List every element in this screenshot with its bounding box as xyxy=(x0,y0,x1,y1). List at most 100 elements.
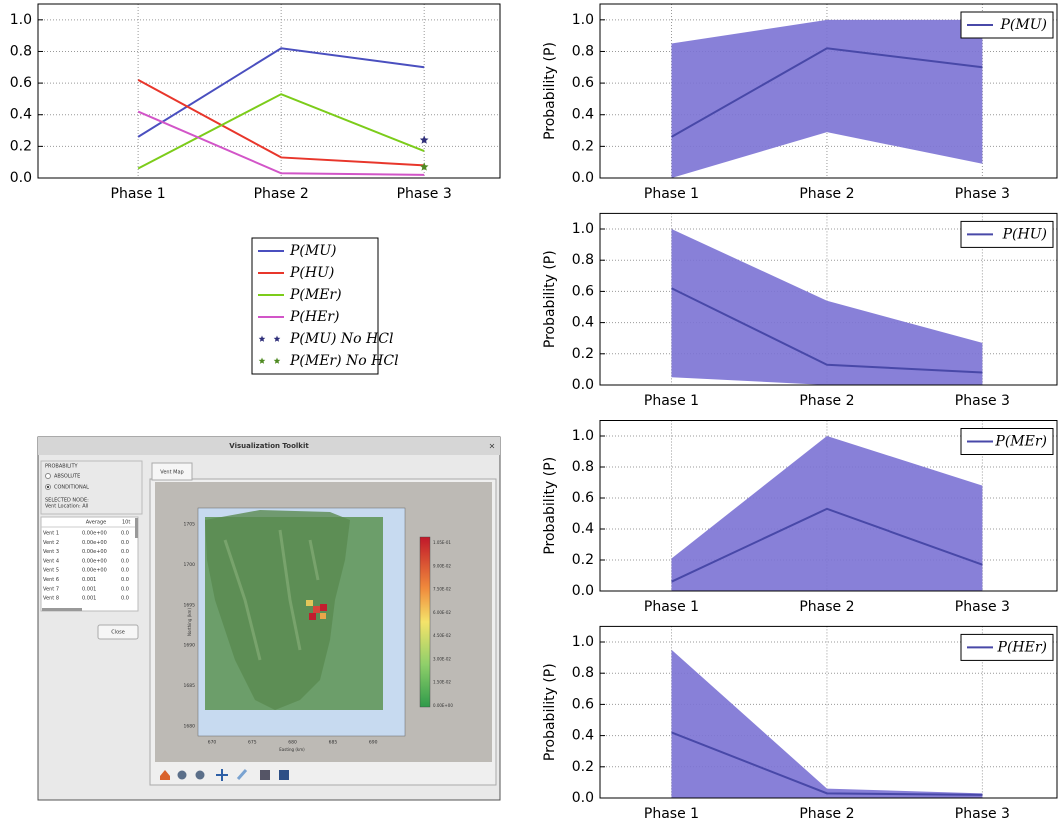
x-tick-label: Phase 1 xyxy=(644,186,699,202)
scrollbar[interactable] xyxy=(135,518,138,538)
y-axis-label: Probability (P) xyxy=(542,42,558,140)
y-tick-label: 0.6 xyxy=(10,75,32,91)
window-title: Visualization Toolkit xyxy=(229,442,309,450)
y-tick-label: 1.0 xyxy=(572,12,594,28)
radio-dot xyxy=(47,486,49,488)
y-tick-label: 0.2 xyxy=(572,759,594,775)
hot-cell xyxy=(313,606,320,613)
y-tick-label: 1.0 xyxy=(572,634,594,650)
y-tick-label: 0.4 xyxy=(572,315,594,331)
y-axis-label: Probability (P) xyxy=(542,457,558,555)
table-cell: 0.00e+00 xyxy=(82,540,107,546)
chart: 0.00.20.40.60.81.0Phase 1Phase 2Phase 3P… xyxy=(10,4,500,374)
x-tick-label: Phase 3 xyxy=(955,599,1010,615)
hot-cell xyxy=(320,604,327,611)
chart: 0.00.20.40.60.81.0Phase 1Phase 2Phase 3P… xyxy=(542,626,1057,822)
legend-label: P(MU) xyxy=(1000,17,1047,33)
table-cell: 0.001 xyxy=(82,586,96,592)
legend-label: P(HU) xyxy=(1002,226,1047,242)
table-cell: Vent 6 xyxy=(43,577,59,583)
y-tick-label: 0.0 xyxy=(10,170,32,186)
legend-label: P(MU) No HCl xyxy=(289,331,393,347)
legend-label: P(HEr) xyxy=(289,309,339,325)
y-tick-label: 0.4 xyxy=(572,521,594,537)
map-ytick-label: 1685 xyxy=(184,683,196,689)
y-tick-label: 0.8 xyxy=(572,459,594,475)
legend-label: P(HEr) xyxy=(997,639,1047,655)
y-tick-label: 0.2 xyxy=(10,138,32,154)
colorbar xyxy=(420,537,430,707)
hot-cell xyxy=(309,613,316,620)
y-tick-label: 0.2 xyxy=(572,138,594,154)
table-cell: 0.00e+00 xyxy=(82,531,107,537)
x-tick-label: Phase 2 xyxy=(254,186,309,202)
x-tick-label: Phase 2 xyxy=(799,186,854,202)
radio[interactable] xyxy=(46,474,51,479)
map-xtick-label: 680 xyxy=(288,740,297,746)
legend-label: P(MEr) xyxy=(289,287,342,303)
colorbar-label: 0.00E+00 xyxy=(433,703,453,708)
y-tick-label: 0.2 xyxy=(572,346,594,362)
table-cell: 0.001 xyxy=(82,596,96,602)
table-cell: 0.0 xyxy=(121,577,129,583)
table-cell: 0.0 xyxy=(121,586,129,592)
x-tick-label: Phase 1 xyxy=(644,806,699,822)
y-tick-label: 0.4 xyxy=(572,107,594,123)
hot-cell xyxy=(306,600,313,606)
hot-cell xyxy=(320,613,326,619)
close-icon[interactable]: × xyxy=(489,442,496,451)
table-cell: Vent 2 xyxy=(43,540,59,546)
y-tick-label: 0.8 xyxy=(572,43,594,59)
figure: 0.0 0.2 0.4 0.6 0.8 1.0 Phase 1 Phase 2 Phase 3 P… xyxy=(0,0,1061,824)
x-tick-label: Phase 1 xyxy=(644,393,699,409)
y-tick-label: 0.4 xyxy=(572,728,594,744)
x-tick-label: Phase 2 xyxy=(799,806,854,822)
toolkit-window: Visualization Toolkit × PROBABILITY ABSO… xyxy=(38,437,500,800)
x-tick-label: Phase 2 xyxy=(799,599,854,615)
table-cell: 0.0 xyxy=(121,531,129,537)
y-tick-label: 0.6 xyxy=(572,696,594,712)
scrollbar[interactable] xyxy=(42,608,82,611)
forward-icon[interactable] xyxy=(196,771,205,780)
table-cell: Vent 1 xyxy=(43,531,59,537)
table-cell: 0.001 xyxy=(82,577,96,583)
y-tick-label: 0.4 xyxy=(10,107,32,123)
y-tick-label: 0.2 xyxy=(572,552,594,568)
colorbar-label: 7.50E-02 xyxy=(433,587,451,592)
y-tick-label: 0.8 xyxy=(572,665,594,681)
map-ytick-label: 1695 xyxy=(184,602,196,608)
back-icon[interactable] xyxy=(178,771,187,780)
save-icon[interactable] xyxy=(279,770,289,780)
x-tick-label: Phase 3 xyxy=(955,806,1010,822)
table-cell: 0.00e+00 xyxy=(82,568,107,574)
y-axis-label: Probability (P) xyxy=(542,663,558,761)
colorbar-label: 4.50E-02 xyxy=(433,633,451,638)
table-cell: 0.0 xyxy=(121,568,129,574)
radio-label[interactable]: CONDITIONAL xyxy=(54,485,89,491)
map-ylabel: Northing (km) xyxy=(187,608,192,636)
legend-label: P(MEr) No HCl xyxy=(289,353,399,369)
legend-label: P(MEr) xyxy=(994,434,1047,450)
y-tick-label: 1.0 xyxy=(10,12,32,28)
chart: 0.00.20.40.60.81.0Phase 1Phase 2Phase 3P… xyxy=(542,4,1057,202)
table-cell: Vent 5 xyxy=(43,568,59,574)
legend-label: P(HU) xyxy=(289,265,334,281)
radio-label[interactable]: ABSOLUTE xyxy=(54,474,80,480)
map-xtick-label: 685 xyxy=(329,740,338,746)
close-button-label[interactable]: Close xyxy=(111,630,125,636)
table-cell: Vent 3 xyxy=(43,549,59,555)
colorbar-label: 3.00E-02 xyxy=(433,656,451,661)
colorbar-label: 6.00E-02 xyxy=(433,610,451,615)
x-tick-label: Phase 1 xyxy=(644,599,699,615)
tab-label[interactable]: Vent Map xyxy=(160,470,183,476)
configure-icon[interactable] xyxy=(260,770,270,780)
colorbar-label: 9.00E-02 xyxy=(433,563,451,568)
map-xtick-label: 690 xyxy=(369,740,378,746)
table-cell: 0.0 xyxy=(121,549,129,555)
y-tick-label: 0.0 xyxy=(572,170,594,186)
y-tick-label: 0.0 xyxy=(572,583,594,599)
map-xtick-label: 670 xyxy=(208,740,217,746)
table-cell: 0.00e+00 xyxy=(82,558,107,564)
map-ytick-label: 1680 xyxy=(184,724,196,730)
